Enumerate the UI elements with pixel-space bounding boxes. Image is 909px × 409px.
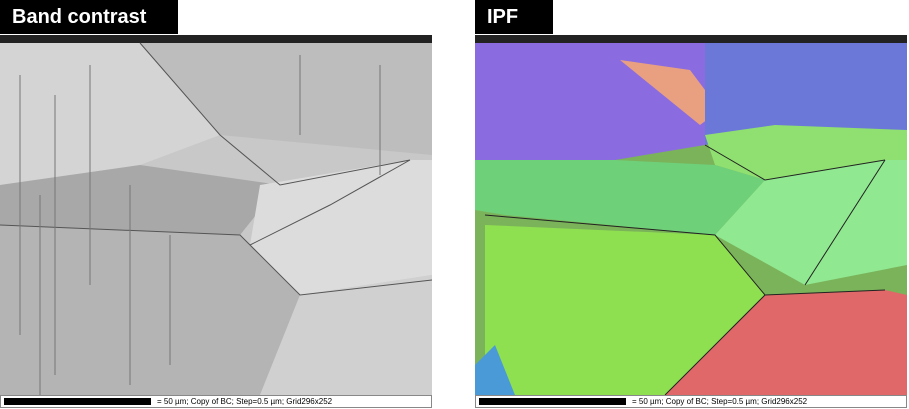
scale-bar: = 50 µm; Copy of BC; Step=0.5 µm; Grid29… (475, 395, 907, 408)
scale-bar: = 50 µm; Copy of BC; Step=0.5 µm; Grid29… (0, 395, 432, 408)
panel-label: Band contrast (0, 0, 178, 34)
scale-line (479, 398, 626, 405)
panel-label: IPF (475, 0, 553, 34)
ipf-image (475, 35, 907, 395)
band-contrast-image (0, 35, 432, 395)
scale-caption: = 50 µm; Copy of BC; Step=0.5 µm; Grid29… (157, 397, 333, 406)
scale-caption: = 50 µm; Copy of BC; Step=0.5 µm; Grid29… (632, 397, 808, 406)
scale-line (4, 398, 151, 405)
